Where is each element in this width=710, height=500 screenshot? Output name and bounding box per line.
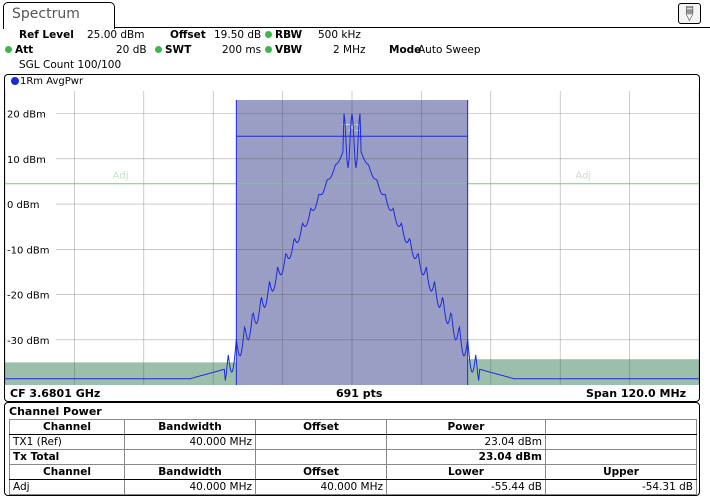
empty-cell [124,449,256,465]
span: Span 120.0 MHz [586,387,687,400]
spectrum-plot[interactable]: Adj TX1 Adj 20 dBm 10 dBm 0 dBm -10 dBm -20 dBm… [5,91,699,385]
measurement-setup: Ref Level 25.00 dBm Offset 19.50 dB RBW … [0,28,710,74]
bandwidth-cell: 40.000 MHz [124,434,256,450]
channel-cell: TX1 (Ref) [9,434,125,450]
empty-cell [255,449,387,465]
header-cell: Upper [545,464,697,480]
y-tick-label: 10 dBm [7,155,46,166]
tick-label-background [6,152,56,165]
header-cell: Channel [9,464,125,480]
att-status-dot [5,46,12,53]
y-tick-label: -20 dBm [7,291,49,302]
header-cell: Offset [255,419,387,435]
header-cell: Power [386,419,546,435]
table-header-row: Channel Bandwidth Offset Power [9,419,697,435]
tx-total-value: 23.04 dBm [386,449,546,465]
tick-label-background [6,107,56,120]
sweep-points: 691 pts [336,387,383,400]
offset-label: Offset [170,29,206,41]
ref-level-value: 25.00 dBm [87,29,145,41]
tab-divider [113,27,710,28]
center-frequency: CF 3.6801 GHz [10,387,101,400]
channel-power-table: Channel Bandwidth Offset Power TX1 (Ref)… [9,419,697,495]
offset-cell [255,434,387,450]
trace-indicator-dot [11,77,19,85]
table-row: TX1 (Ref) 40.000 MHz 23.04 dBm [9,434,697,450]
bandwidth-cell: 40.000 MHz [124,479,256,495]
trace-label-text: 1Rm AvgPwr [20,76,84,87]
swt-value: 200 ms [222,44,262,56]
offset-cell: 40.000 MHz [255,479,387,495]
empty-cell [545,434,697,450]
header-cell: Bandwidth [124,464,256,480]
mode-label: Mode [389,44,422,56]
y-tick-label: -10 dBm [7,245,49,256]
upper-cell: -54.31 dB [545,479,697,495]
trace-label: 1Rm AvgPwr [11,76,83,87]
tick-label-background [6,243,56,256]
y-tick-label: -30 dBm [7,336,49,347]
swt-label: SWT [165,44,192,56]
ref-level-label: Ref Level [19,29,74,41]
chevron-down-icon: ▽ [685,12,694,23]
table-header-row: Channel Bandwidth Offset Lower Upper [9,464,697,480]
header-cell: Offset [255,464,387,480]
sgl-count: SGL Count 100/100 [19,59,122,71]
tick-label-background [6,288,56,301]
y-tick-label: 20 dBm [7,110,46,121]
bars-icon: ▤ [685,5,694,15]
header-cell: Channel [9,419,125,435]
header-cell: Bandwidth [124,419,256,435]
channel-bar [5,362,237,385]
channel-bar [236,100,468,385]
channel-power-title: Channel Power [9,405,102,418]
power-cell: 23.04 dBm [386,434,546,450]
channel-cell: Adj [9,479,125,495]
empty-cell [545,449,697,465]
y-tick-label: 0 dBm [7,200,40,211]
vbw-value: 2 MHz [333,44,366,56]
table-row: Adj 40.000 MHz 40.000 MHz -55.44 dB -54.… [9,479,697,495]
spectrum-trace [5,113,699,381]
channel-label: Adj [113,171,129,182]
tick-label-background [6,333,56,346]
rbw-label: RBW [275,29,303,41]
header-cell [545,419,697,435]
tab-spectrum[interactable]: Spectrum [3,2,115,29]
rbw-value: 500 kHz [318,29,361,41]
mode-value: Auto Sweep [418,44,481,56]
channel-label: Adj [575,171,591,182]
tab-spectrum-label: Spectrum [12,6,80,22]
att-label: Att [15,44,34,56]
header-cell: Lower [386,464,546,480]
channel-bar [467,359,699,385]
menu-button[interactable]: ▤ ▽ [678,3,701,24]
vbw-status-dot [265,46,272,53]
tx-total-row: Tx Total 23.04 dBm [9,449,697,465]
channel-power-panel: Channel Power Channel Bandwidth Offset P… [4,402,700,496]
tab-strip: Spectrum ▤ ▽ [0,0,710,29]
vbw-label: VBW [275,44,303,56]
swt-status-dot [155,46,162,53]
channel-label: TX1 [341,123,361,134]
tx-total-label: Tx Total [9,449,125,465]
lower-cell: -55.44 dB [386,479,546,495]
rbw-status-dot [265,31,272,38]
tick-label-background [6,198,56,211]
offset-value: 19.50 dB [214,29,262,41]
att-value: 20 dB [116,44,147,56]
